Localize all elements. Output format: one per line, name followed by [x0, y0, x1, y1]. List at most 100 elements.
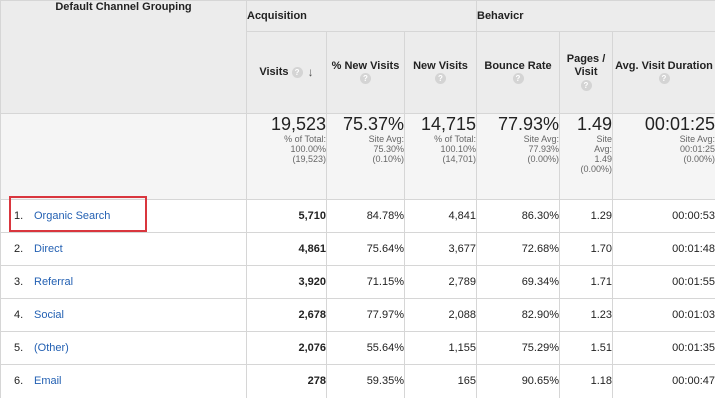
channel-link[interactable]: Social — [34, 309, 64, 321]
visits-cell: 2,076 — [246, 331, 327, 365]
pct-new-visits-cell: 77.97% — [326, 298, 405, 332]
total-bounce-rate-note: (0.00%) — [527, 154, 559, 164]
bounce-rate-cell: 90.65% — [476, 364, 560, 398]
new-visits-cell: 2,088 — [404, 298, 477, 332]
pages-visit-cell: 1.71 — [559, 265, 613, 299]
pct-new-visits-cell: 71.15% — [326, 265, 405, 299]
bounce-rate-cell: 86.30% — [476, 199, 560, 233]
row-rank: 1. — [14, 210, 24, 222]
total-pages-visit-cell: 1.49 Site Avg: 1.49 (0.00%) — [559, 113, 613, 200]
channel-cell: 5. (Other) — [0, 331, 247, 365]
bounce-rate-header-label[interactable]: Bounce Rate — [484, 59, 552, 72]
avg-duration-header-label[interactable]: Avg. Visit Duration — [615, 59, 713, 72]
avg-duration-cell: 00:01:55 — [612, 265, 715, 299]
total-pages-visit-note: 1.49 — [594, 154, 612, 164]
bounce-rate-cell: 69.34% — [476, 265, 560, 299]
pct-new-visits-cell: 75.64% — [326, 232, 405, 266]
avg-duration-cell: 00:00:47 — [612, 364, 715, 398]
help-icon[interactable]: ? — [658, 73, 670, 85]
avg-duration-cell: 00:01:35 — [612, 331, 715, 365]
table-row: 2. Direct 4,861 75.64% 3,677 72.68% 1.70 … — [0, 232, 715, 266]
pct-new-visits-header-label[interactable]: % New Visits — [331, 59, 400, 72]
visits-cell: 2,678 — [246, 298, 327, 332]
avg-duration-cell: 00:00:53 — [612, 199, 715, 233]
total-pct-new-visits-note: (0.10%) — [372, 154, 404, 164]
total-new-visits-cell: 14,715 % of Total: 100.10% (14,701) — [404, 113, 477, 200]
channel-report-table: Default Channel Grouping Acquisition Beh… — [0, 0, 715, 398]
channel-cell: 6. Email — [0, 364, 247, 398]
pages-visit-header-label[interactable]: Pages / Visit — [566, 53, 606, 78]
help-icon[interactable]: ? — [435, 73, 446, 85]
total-avg-duration-note: 00:01:25 — [679, 144, 715, 154]
help-icon[interactable]: ? — [360, 73, 371, 85]
bounce-rate-column-header[interactable]: Bounce Rate ? — [476, 31, 560, 114]
visits-column-header[interactable]: Visits ? ↓ — [246, 31, 327, 114]
total-pct-new-visits-note: 75.30% — [373, 144, 404, 154]
row-rank: 2. — [14, 243, 24, 255]
pct-new-visits-column-header[interactable]: % New Visits ? — [326, 31, 405, 114]
behavior-group-header: Behavicr — [476, 0, 715, 32]
pages-visit-cell: 1.51 — [559, 331, 613, 365]
total-pct-new-visits-value: 75.37% — [342, 114, 404, 134]
total-pages-visit-value: 1.49 — [576, 114, 612, 134]
total-avg-duration-cell: 00:01:25 Site Avg: 00:01:25 (0.00%) — [612, 113, 715, 200]
new-visits-header-label[interactable]: New Visits — [413, 59, 468, 72]
channel-cell: 4. Social — [0, 298, 247, 332]
total-bounce-rate-note: Site Avg: — [523, 134, 559, 144]
pages-visit-cell: 1.23 — [559, 298, 613, 332]
totals-row: 19,523 % of Total: 100.00% (19,523) 75.3… — [0, 113, 715, 200]
pages-visit-cell: 1.70 — [559, 232, 613, 266]
table-row: 5. (Other) 2,076 55.64% 1,155 75.29% 1.51… — [0, 331, 715, 365]
total-bounce-rate-cell: 77.93% Site Avg: 77.93% (0.00%) — [476, 113, 560, 200]
group-header-row: Default Channel Grouping Acquisition Beh… — [0, 0, 715, 114]
total-new-visits-value: 14,715 — [420, 114, 476, 134]
table-row: 4. Social 2,678 77.97% 2,088 82.90% 1.23 … — [0, 298, 715, 332]
channel-link[interactable]: Direct — [34, 243, 63, 255]
column-header-row: Visits ? ↓ % New Visits ? New Visits ? B… — [0, 31, 715, 114]
row-rank: 5. — [14, 342, 24, 354]
avg-duration-cell: 00:01:48 — [612, 232, 715, 266]
channel-grouping-header[interactable]: Default Channel Grouping — [0, 0, 247, 114]
help-icon[interactable]: ? — [291, 66, 303, 78]
total-new-visits-note: (14,701) — [442, 154, 476, 164]
channel-cell: 3. Referral — [0, 265, 247, 299]
pages-visit-cell: 1.29 — [559, 199, 613, 233]
visits-cell: 278 — [246, 364, 327, 398]
table-row: 1. Organic Search 5,710 84.78% 4,841 86.3… — [0, 196, 715, 233]
row-rank: 3. — [14, 276, 24, 288]
new-visits-cell: 165 — [404, 364, 477, 398]
channel-link[interactable]: Referral — [34, 276, 74, 288]
total-pages-visit-note: (0.00%) — [580, 164, 612, 174]
total-visits-value: 19,523 — [270, 114, 326, 134]
table-row: 3. Referral 3,920 71.15% 2,789 69.34% 1.7… — [0, 265, 715, 299]
new-visits-cell: 1,155 — [404, 331, 477, 365]
avg-duration-cell: 00:01:03 — [612, 298, 715, 332]
sort-descending-icon[interactable]: ↓ — [307, 64, 314, 79]
visits-cell: 3,920 — [246, 265, 327, 299]
total-new-visits-note: % of Total: — [434, 134, 476, 144]
new-visits-cell: 2,789 — [404, 265, 477, 299]
channel-link[interactable]: (Other) — [34, 342, 69, 354]
new-visits-cell: 4,841 — [404, 199, 477, 233]
total-visits-note: 100.00% — [290, 144, 326, 154]
bounce-rate-cell: 72.68% — [476, 232, 560, 266]
avg-duration-column-header[interactable]: Avg. Visit Duration ? — [612, 31, 715, 114]
pct-new-visits-cell: 59.35% — [326, 364, 405, 398]
help-icon[interactable]: ? — [512, 73, 524, 85]
acquisition-group-header: Acquisition — [246, 0, 477, 32]
bounce-rate-cell: 75.29% — [476, 331, 560, 365]
new-visits-column-header[interactable]: New Visits ? — [404, 31, 477, 114]
pages-visit-column-header[interactable]: Pages / Visit ? — [559, 31, 613, 114]
total-visits-note: % of Total: — [284, 134, 326, 144]
help-icon[interactable]: ? — [580, 79, 592, 91]
total-visits-cell: 19,523 % of Total: 100.00% (19,523) — [246, 113, 327, 200]
row-rank: 4. — [14, 309, 24, 321]
table-row: 6. Email 278 59.35% 165 90.65% 1.18 00:00… — [0, 364, 715, 398]
visits-header-label[interactable]: Visits — [259, 65, 289, 78]
channel-link[interactable]: Organic Search — [34, 210, 111, 222]
bounce-rate-cell: 82.90% — [476, 298, 560, 332]
visits-cell: 4,861 — [246, 232, 327, 266]
channel-link[interactable]: Email — [34, 375, 62, 388]
pages-visit-cell: 1.18 — [559, 364, 613, 398]
total-avg-duration-note: (0.00%) — [683, 154, 715, 164]
